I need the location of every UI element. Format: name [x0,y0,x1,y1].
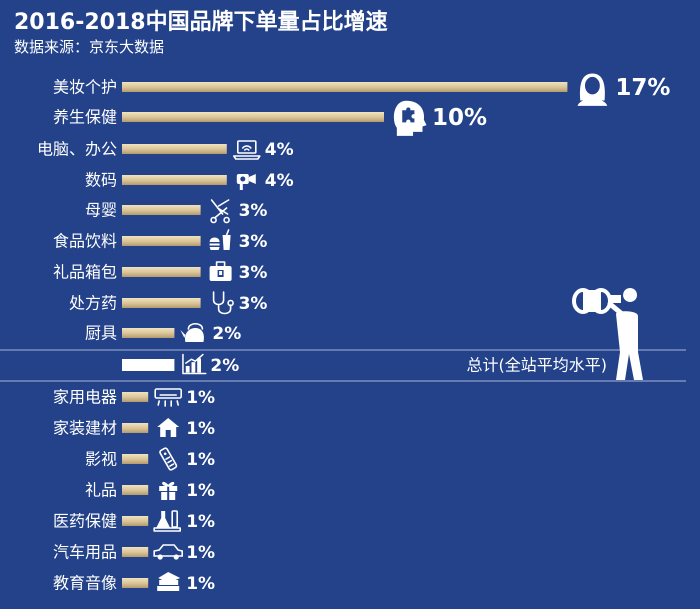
bar [122,112,384,122]
kettle-icon [180,322,204,342]
category-label: 医药保健 [53,512,117,531]
bar [122,298,201,308]
value-label: 3% [239,232,268,252]
total-bar [122,359,175,371]
value-label: 10% [432,105,487,131]
total-value-label: 2% [210,356,239,376]
binoculars-person-icon [572,288,643,380]
bar [122,144,227,154]
category-label: 家装建材 [53,419,117,438]
value-label: 3% [239,263,268,283]
camera-icon [236,174,256,190]
bar [122,175,227,185]
air-conditioner-icon [154,388,182,407]
category-label: 养生保健 [53,108,117,127]
gift-icon [159,481,178,500]
burger-drink-icon [209,229,231,250]
bar [122,236,201,246]
car-icon [153,544,183,560]
chart-subtitle: 数据来源：京东大数据 [14,38,165,56]
bar [122,423,149,433]
value-label: 17% [615,75,670,101]
category-label: 电脑、办公 [37,140,117,159]
category-label: 影视 [85,450,117,469]
category-label: 处方药 [69,294,117,313]
category-label: 母婴 [85,201,117,220]
value-label: 1% [186,574,215,594]
category-label: 厨具 [85,324,117,343]
bar-chart-icon [182,353,207,375]
laptop-icon [233,140,261,160]
bar [122,328,175,338]
puzzle-head-icon [393,100,427,136]
bar [122,516,149,526]
house-icon [157,418,180,437]
value-label: 2% [212,324,241,344]
remote-control-icon [159,447,178,471]
category-label: 家用电器 [53,388,117,407]
suitcase-icon [209,261,232,281]
value-label: 1% [186,512,215,532]
woman-face-icon [577,73,608,106]
chart-title: 2016-2018中国品牌下单量占比增速 [14,10,388,35]
category-label: 食品饮料 [53,232,117,251]
lab-flask-icon [153,510,181,532]
value-label: 1% [186,481,215,501]
bar [122,392,149,402]
bar [122,205,201,215]
stroller-icon [210,199,230,224]
total-label: 总计(全站平均水平) [467,356,608,375]
bar [122,578,149,588]
value-label: 3% [239,294,268,314]
bar [122,485,149,495]
value-label: 1% [186,543,215,563]
value-label: 1% [186,388,215,408]
category-label: 礼品 [85,481,117,500]
stethoscope-icon [212,291,234,315]
value-label: 4% [265,140,294,160]
bar [122,82,568,92]
value-label: 1% [186,450,215,470]
bar [122,267,201,277]
category-label: 汽车用品 [53,543,117,562]
category-label: 教育音像 [53,574,117,593]
bar [122,454,149,464]
value-label: 3% [239,201,268,221]
category-label: 美妆个护 [53,78,117,97]
value-label: 4% [265,171,294,191]
book-stack-icon [157,572,181,591]
category-label: 礼品箱包 [53,263,117,282]
bar [122,547,149,557]
category-label: 数码 [85,171,117,190]
value-label: 1% [186,419,215,439]
